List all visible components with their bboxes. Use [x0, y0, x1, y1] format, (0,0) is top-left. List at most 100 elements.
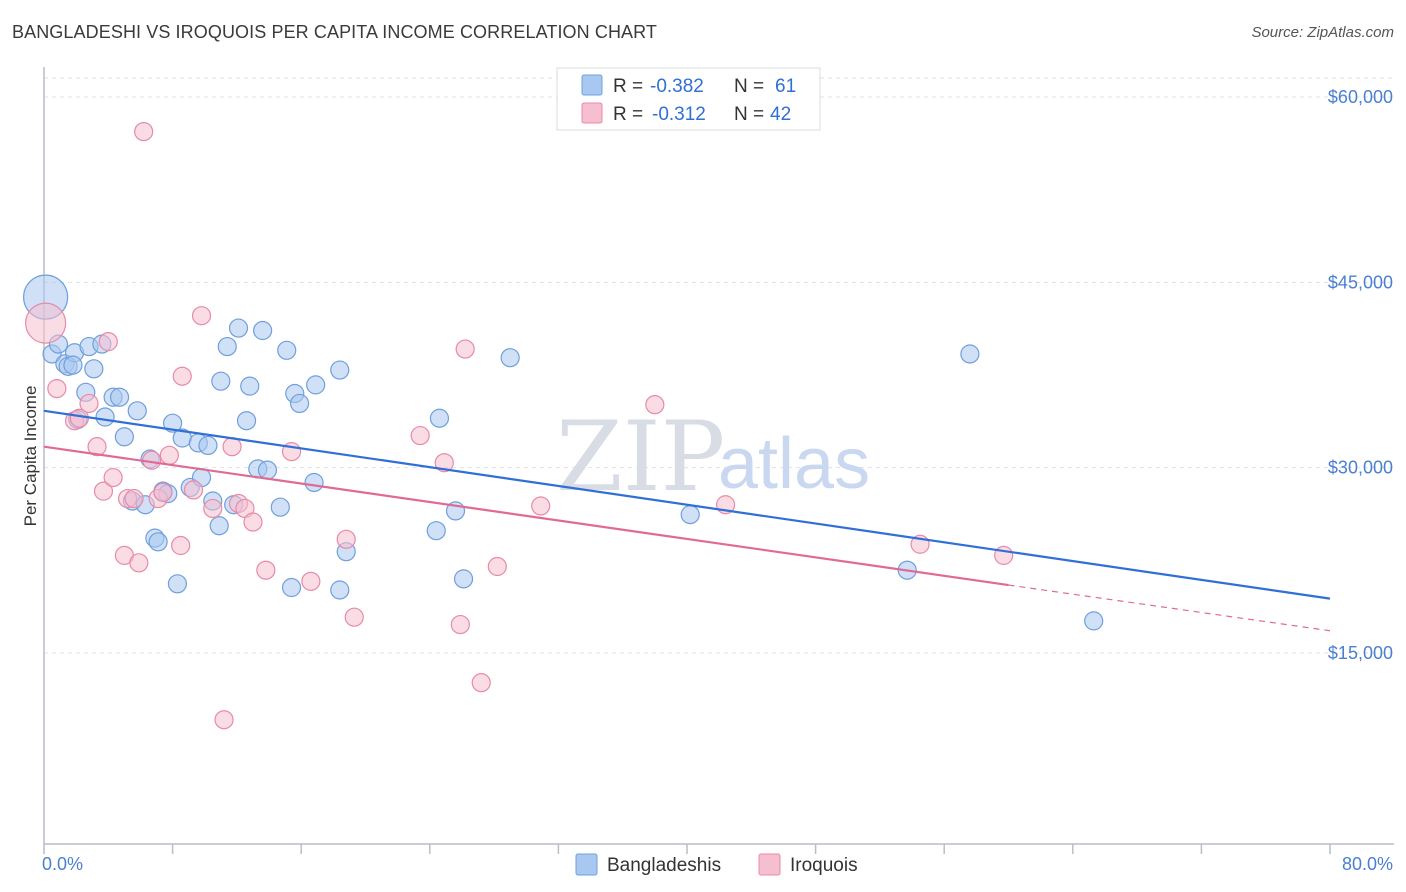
bangladeshi-point [270, 497, 290, 517]
grid-layer [44, 77, 1394, 654]
bangladeshi-point [306, 375, 326, 395]
chart-title: BANGLADESHI VS IROQUOIS PER CAPITA INCOM… [12, 22, 658, 42]
bangladeshi-point [330, 580, 350, 600]
iroquois-point [336, 529, 356, 549]
bangladeshi-point [500, 348, 520, 368]
y-tick-label: $45,000 [1328, 272, 1393, 292]
iroquois-point [25, 302, 67, 344]
bangladeshi-point [198, 435, 218, 456]
bangladeshi-point [63, 355, 83, 375]
bottom-legend-label-iroquois: Iroquois [790, 855, 858, 876]
x-tick-label-max: 80.0% [1342, 854, 1393, 874]
iroquois-point [450, 614, 470, 635]
legend-n-value-2: 42 [770, 104, 791, 125]
iroquois-point [222, 437, 242, 457]
legend-swatch-bangladeshis [581, 74, 603, 96]
bangladeshi-point [148, 532, 168, 552]
bangladeshi-point [330, 360, 350, 380]
bangladeshi-point [211, 371, 231, 391]
bangladeshi-point [289, 393, 310, 414]
iroquois-point [191, 306, 212, 326]
iroquois-point [301, 571, 321, 591]
bangladeshi-point [453, 569, 474, 589]
y-axis-label: Per Capita Income [21, 386, 40, 527]
iroquois-point [214, 710, 234, 730]
iroquois-point [98, 332, 118, 352]
legend-r-label-1: R = [613, 76, 643, 97]
iroquois-point [103, 467, 123, 488]
bangladeshi-point [217, 336, 237, 357]
iroquois-point [79, 393, 99, 414]
bangladeshi-point [426, 521, 446, 541]
y-tick-label: $60,000 [1328, 87, 1393, 107]
trend-layer [43, 409, 1331, 632]
bottom-legend-label-bangladeshis: Bangladeshis [607, 855, 721, 876]
legend-r-value-1: -0.382 [650, 76, 704, 97]
iroquois-point [455, 339, 475, 359]
bangladeshi-point [240, 376, 260, 396]
bangladeshi-point [167, 574, 188, 594]
x-tick-label-min: 0.0% [42, 854, 83, 874]
legend-r-value-2: -0.312 [652, 104, 706, 125]
iroquois-point [183, 480, 204, 500]
bangladeshi-point [429, 408, 450, 428]
bangladeshi-point [253, 320, 273, 341]
bangladeshi-trend-line [43, 409, 1331, 600]
iroquois-point [471, 673, 491, 693]
iroquois-point [410, 425, 430, 446]
legend-n-label-2: N = [734, 104, 764, 125]
axis-layer: $15,000 $30,000 $45,000 $60,000 0.0% 80.0% [42, 67, 1394, 874]
bangladeshi-point [209, 516, 229, 536]
iroquois-point [93, 481, 114, 501]
bangladeshi-point [304, 472, 324, 493]
iroquois-point [172, 366, 192, 386]
watermark-zip: ZIP [556, 401, 725, 513]
bangladeshi-point [680, 505, 700, 525]
bangladeshi-point [257, 460, 278, 480]
legend-n-value-1: 61 [775, 76, 796, 97]
iroquois-point [87, 437, 107, 457]
iroquois-point [434, 453, 454, 473]
iroquois-point [203, 498, 223, 519]
iroquois-point [171, 535, 191, 556]
bangladeshi-point [277, 340, 297, 360]
bangladeshi-point [960, 344, 980, 364]
chart-source: Source: ZipAtlas.com [1251, 24, 1394, 41]
bangladeshi-point [114, 427, 134, 447]
iroquois-point [487, 556, 507, 577]
y-tick-label: $15,000 [1328, 643, 1393, 663]
iroquois-point [153, 482, 173, 502]
bangladeshi-point [84, 359, 104, 379]
points-layer [23, 121, 1104, 730]
bottom-legend-swatch-iroquois [758, 853, 781, 876]
iroquois-point [129, 553, 149, 573]
iroquois-point [344, 607, 364, 627]
iroquois-point [531, 496, 551, 516]
bangladeshi-point [1084, 611, 1104, 631]
watermark: ZIP atlas [556, 401, 870, 513]
iroquois-point [256, 560, 276, 580]
bangladeshi-point [127, 401, 147, 421]
bangladeshi-point [163, 413, 183, 433]
bangladeshi-point [109, 387, 130, 407]
iroquois-point [243, 512, 263, 532]
bottom-legend-swatch-bangladeshis [575, 853, 598, 876]
iroquois-trend-line [43, 445, 1009, 587]
legend-n-label-1: N = [734, 76, 764, 97]
correlation-legend: R = -0.382 N = 61 R = -0.312 N = 42 [556, 67, 821, 131]
series-legend: Bangladeshis Iroquois [575, 853, 858, 876]
watermark-atlas: atlas [718, 424, 870, 504]
legend-swatch-iroquois [581, 102, 603, 124]
iroquois-point [645, 395, 665, 415]
bangladeshi-point [228, 318, 249, 338]
iroquois-point [134, 121, 154, 142]
bangladeshi-point [236, 411, 257, 431]
legend-r-label-2: R = [613, 104, 643, 125]
iroquois-point [124, 488, 144, 509]
iroquois-point [159, 445, 179, 465]
iroquois-point [47, 378, 67, 399]
bangladeshi-point [95, 407, 115, 427]
bangladeshi-point [281, 577, 302, 598]
y-tick-label: $30,000 [1328, 458, 1393, 478]
